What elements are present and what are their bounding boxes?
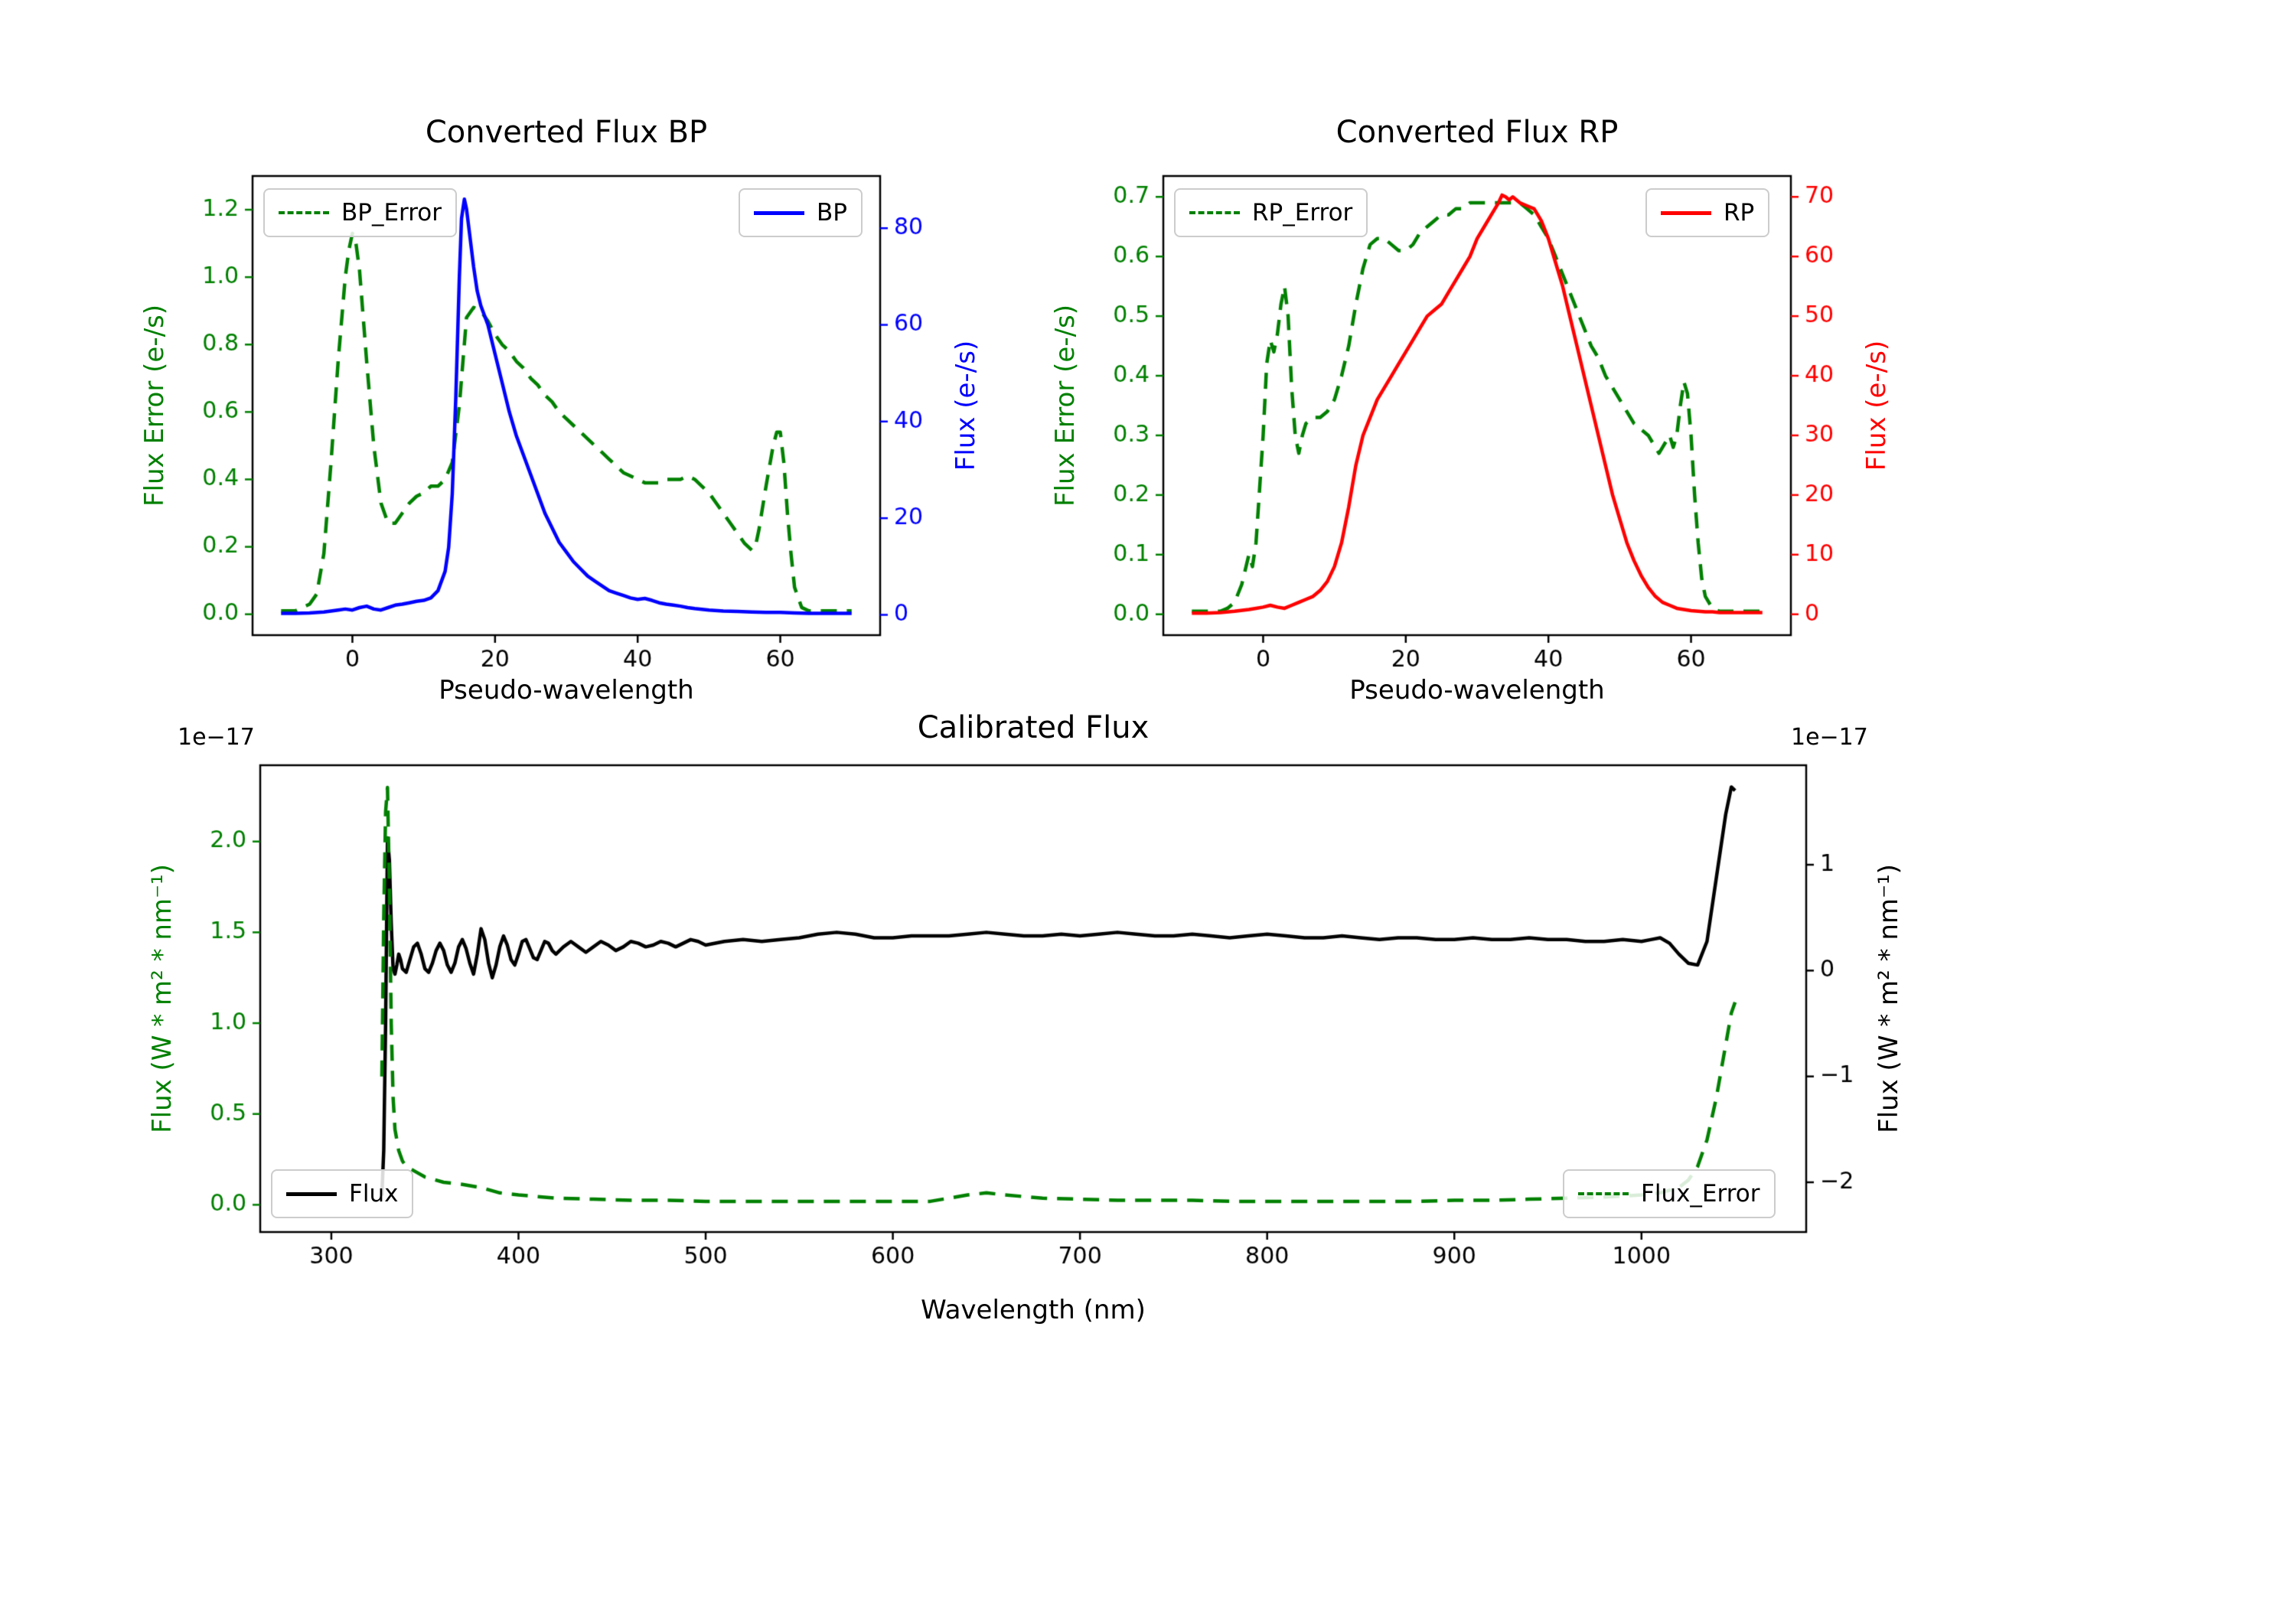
bp-chart-title: Converted Flux BP xyxy=(425,115,708,150)
legend-label: RP xyxy=(1724,199,1755,227)
bp-xaxis-label: Pseudo-wavelength xyxy=(439,675,694,706)
solid-line-swatch-icon xyxy=(754,210,804,215)
right-scale-offset-text: 1e−17 xyxy=(1791,724,1868,751)
solid-line-swatch-icon xyxy=(286,1191,337,1196)
legend-label: Flux_Error xyxy=(1641,1180,1760,1208)
left-scale-offset-text: 1e−17 xyxy=(178,724,255,751)
legend-label: Flux xyxy=(349,1180,399,1208)
dashed-line-swatch-icon xyxy=(1578,1192,1629,1195)
calibrated-left-yaxis-label: Flux (W * m² * nm⁻¹) xyxy=(147,864,178,1133)
legend-bp-error: BP_Error xyxy=(263,188,458,237)
legend-bp: BP xyxy=(739,188,863,237)
rp-xaxis-label: Pseudo-wavelength xyxy=(1349,675,1605,706)
calibrated-chart-title: Calibrated Flux xyxy=(917,710,1150,745)
rp-right-yaxis-label: Flux (e-/s) xyxy=(1861,340,1892,471)
legend-label: RP_Error xyxy=(1252,199,1353,227)
legend-flux-error: Flux_Error xyxy=(1563,1169,1776,1218)
legend-rp: RP xyxy=(1645,188,1770,237)
bp-left-yaxis-label: Flux Error (e-/s) xyxy=(139,304,170,507)
legend-rp-error: RP_Error xyxy=(1174,188,1368,237)
legend-flux: Flux xyxy=(271,1169,414,1218)
rp-left-yaxis-label: Flux Error (e-/s) xyxy=(1050,304,1081,507)
rp-chart-title: Converted Flux RP xyxy=(1336,115,1619,150)
dashed-line-swatch-icon xyxy=(1189,211,1240,214)
legend-label: BP_Error xyxy=(341,199,442,227)
solid-line-swatch-icon xyxy=(1661,210,1711,215)
legend-label: BP xyxy=(817,199,847,227)
dashed-line-swatch-icon xyxy=(279,211,329,214)
bp-right-yaxis-label: Flux (e-/s) xyxy=(951,340,981,471)
calibrated-xaxis-label: Wavelength (nm) xyxy=(921,1295,1146,1325)
calibrated-right-yaxis-label: Flux (W * m² * nm⁻¹) xyxy=(1874,864,1904,1133)
